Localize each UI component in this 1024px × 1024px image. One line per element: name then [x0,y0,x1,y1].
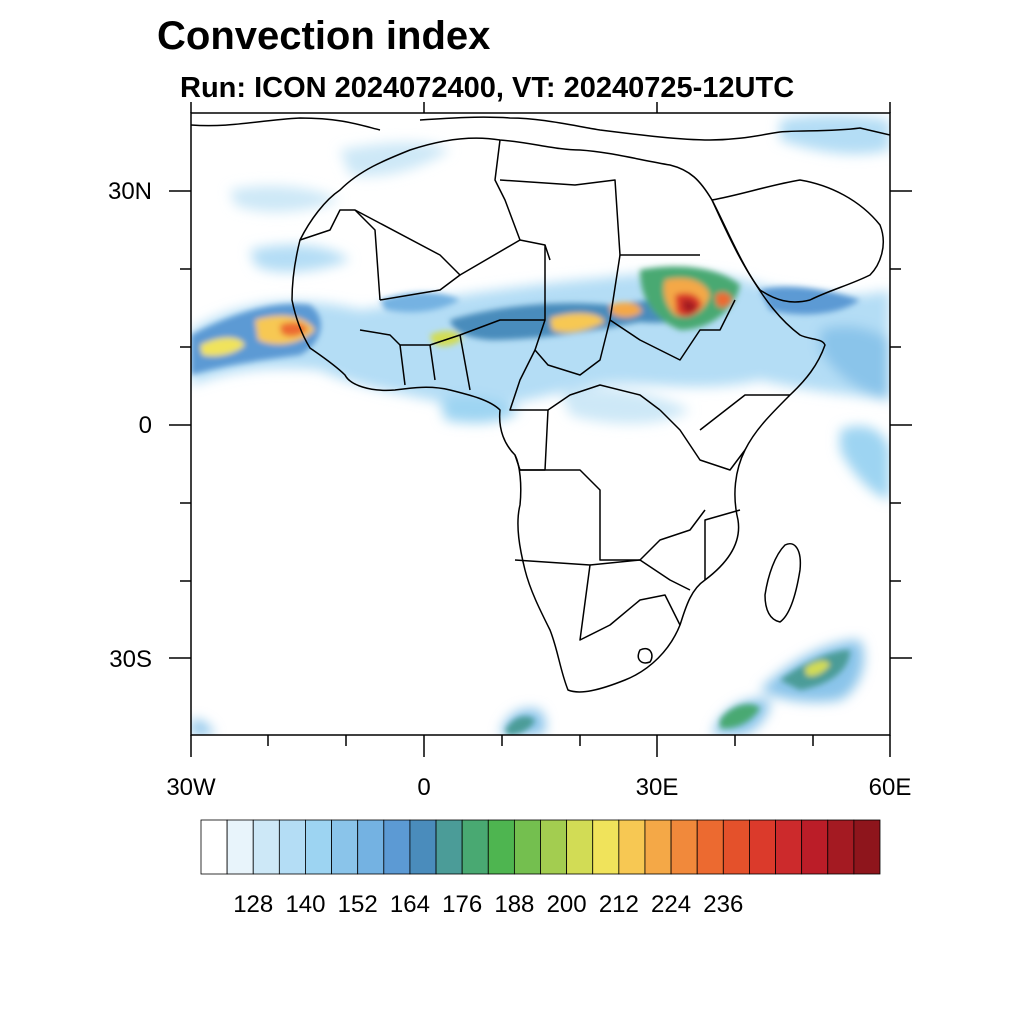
map-subtitle: Run: ICON 2024072400, VT: 20240725-12UTC [180,72,795,104]
map-title: Convection index [157,14,491,58]
colorbar-swatch [801,819,829,875]
colorbar-swatch [226,819,254,875]
colorbar-swatch [409,819,437,875]
lon-label-0: 0 [417,774,431,801]
lat-label-30s: 30S [109,646,152,673]
colorbar-swatch [383,819,411,875]
lat-label-30n: 30N [107,178,152,205]
country-boundaries [191,116,890,693]
colorbar-label: 176 [442,891,482,918]
colorbar-swatch [278,819,306,875]
map-frame-bg [191,113,890,735]
colorbar-swatch [461,819,489,875]
colorbar-swatch [305,819,332,875]
colorbar-swatch [618,819,646,875]
colorbar-swatch [592,819,620,875]
colorbar-label: 212 [599,891,639,918]
colorbar-label: 140 [285,891,325,918]
colorbar-swatch [487,819,515,875]
colorbar-label: 128 [233,891,273,918]
colorbar-swatch [827,819,855,875]
colorbar-swatch [722,819,750,875]
colorbar-swatch [566,819,594,875]
colorbar-swatch [749,819,776,875]
plot-frame [190,112,891,736]
colorbar-swatch [435,819,463,875]
colorbar-swatch [540,819,568,875]
colorbar-swatch [696,819,724,875]
colorbar-label: 236 [703,891,743,918]
colorbar-label: 152 [338,891,378,918]
colorbar-swatch [775,819,803,875]
colorbar-swatch [331,819,359,875]
colorbar-swatch [357,819,385,875]
colorbar-swatch [252,819,280,875]
colorbar-label: 188 [494,891,534,918]
colorbar-label: 200 [547,891,587,918]
lon-label-30e: 30E [635,774,679,801]
colorbar-label: 164 [390,891,430,918]
lon-label-60e: 60E [868,774,912,801]
lon-label-30w: 30W [166,774,216,801]
colorbar-swatch [853,819,881,875]
lat-label-0: 0 [138,412,152,439]
axis-ticks [169,102,912,757]
convection-field [191,115,890,735]
colorbar: 128 140 152 164 176 188 200 212 224 236 [200,819,881,918]
colorbar-label: 224 [651,891,691,918]
colorbar-swatch [200,819,228,875]
colorbar-swatch [513,819,541,875]
colorbar-swatch [670,819,698,875]
colorbar-swatch [644,819,672,875]
